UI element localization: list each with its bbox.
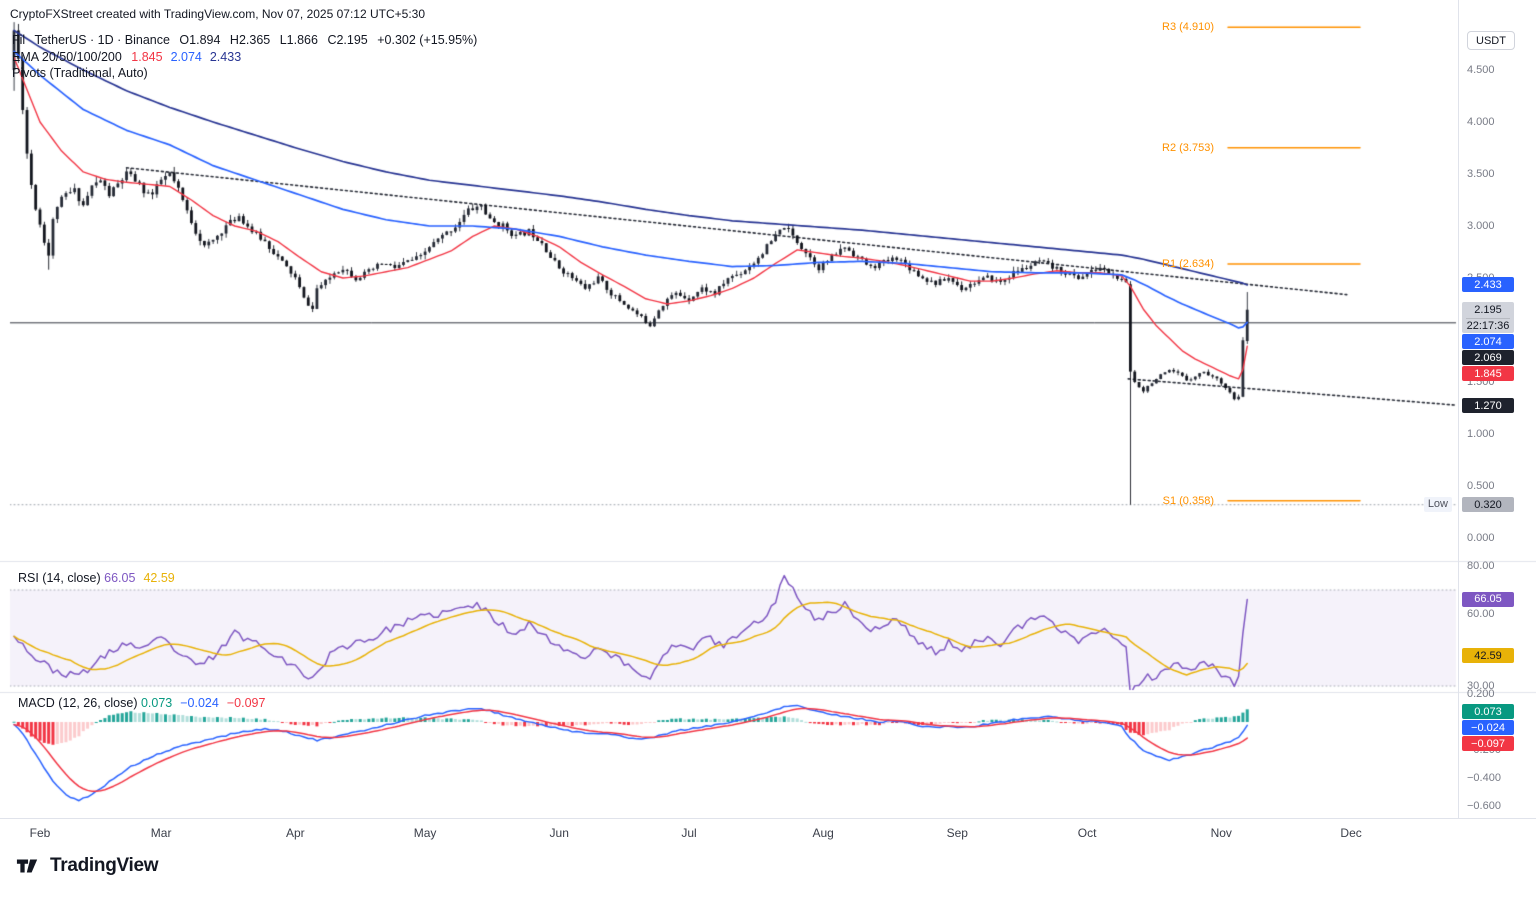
low-label: Low [1423, 496, 1452, 512]
macd-tick: −0.400 [1467, 772, 1501, 784]
price-tick: 3.000 [1467, 220, 1495, 232]
close-value: C2.195 [327, 33, 368, 47]
symbol-name[interactable]: Fil [12, 33, 26, 47]
price-tick: 0.000 [1467, 532, 1495, 544]
macd-tick: −0.600 [1467, 800, 1501, 812]
price-tick: 0.500 [1467, 480, 1495, 492]
month-label: Apr [285, 826, 305, 840]
attribution-text: CryptoFXStreet created with TradingView.… [10, 7, 425, 21]
macd-value: 0.073 [140, 696, 173, 710]
price-badge: 2.074 [1462, 334, 1514, 350]
ema-values: 1.845 2.074 2.433 [131, 50, 249, 64]
tradingview-wordmark: TradingView [50, 855, 159, 876]
tradingview-icon [16, 859, 38, 873]
rsi-badge: 42.59 [1462, 648, 1514, 664]
macd-badge: −0.097 [1462, 736, 1514, 752]
macd-legend: MACD (12, 26, close) 0.073 −0.024 −0.097 [18, 695, 273, 712]
price-axis[interactable]: USDT 4.5004.0003.5003.0002.5001.5001.000… [1458, 0, 1536, 818]
price-tick: 1.000 [1467, 428, 1495, 440]
rsi-legend: RSI (14, close) 66.05 42.59 [18, 570, 183, 587]
symbol-market: TetherUS · 1D · Binance [34, 33, 170, 47]
low-value: L1.866 [279, 33, 318, 47]
ema-value: 2.433 [209, 49, 242, 64]
price-badge: 2.195 22:17:36 [1462, 302, 1514, 334]
month-label: Sep [946, 826, 968, 840]
rsi-badge: 66.05 [1462, 591, 1514, 607]
pivots-legend-row: Pivots (Traditional, Auto) [12, 65, 483, 82]
macd-tick: 0.200 [1467, 688, 1495, 700]
symbol-row: Fil TetherUS · 1D · Binance O1.894 H2.36… [12, 32, 483, 49]
month-label: Feb [29, 826, 51, 840]
ema-value: 2.074 [170, 49, 202, 64]
price-badge: 2.433 [1462, 277, 1514, 293]
price-badge: 0.320 [1462, 497, 1514, 513]
currency-chip[interactable]: USDT [1467, 31, 1515, 50]
rsi-tick: 80.00 [1467, 560, 1495, 572]
price-badge: 1.270 [1462, 398, 1514, 414]
tradingview-logo[interactable]: TradingView [16, 853, 159, 879]
macd-badge: 0.073 [1462, 704, 1514, 720]
macd-value: −0.024 [180, 696, 219, 710]
month-label: Oct [1077, 826, 1097, 840]
month-label: May [413, 826, 437, 840]
price-badge: 1.845 [1462, 366, 1514, 382]
month-label: Mar [150, 826, 172, 840]
rsi-tick: 30.00 [1467, 680, 1495, 692]
pivots-indicator-label[interactable]: Pivots (Traditional, Auto) [12, 66, 148, 80]
month-label: Jul [681, 826, 697, 840]
rsi-value: 66.05 [104, 571, 136, 585]
price-tick: 4.000 [1467, 116, 1495, 128]
ema-value: 1.845 [131, 49, 163, 64]
month-label: Jun [549, 826, 569, 840]
price-badge: 2.069 [1462, 350, 1514, 366]
rsi-indicator-label[interactable]: RSI (14, close) [18, 571, 101, 585]
price-tick: 4.500 [1467, 64, 1495, 76]
change-value: +0.302 (+15.95%) [377, 33, 478, 47]
macd-value: −0.097 [226, 696, 266, 710]
macd-indicator-label[interactable]: MACD (12, 26, close) [18, 696, 138, 710]
time-axis[interactable]: Feb Mar Apr May Jun Jul Aug Sep Oct Nov Dec [0, 818, 1536, 847]
symbol-legend: Fil TetherUS · 1D · Binance O1.894 H2.36… [12, 32, 483, 82]
rsi-value: 42.59 [143, 571, 175, 585]
month-label: Dec [1340, 826, 1362, 840]
rsi-tick: 60.00 [1467, 608, 1495, 620]
open-value: O1.894 [179, 33, 221, 47]
month-label: Nov [1210, 826, 1232, 840]
macd-badge: −0.024 [1462, 720, 1514, 736]
rsi-values: 66.05 42.59 [104, 571, 183, 585]
price-tick: 3.500 [1467, 168, 1495, 180]
ema-legend-row: EMA 20/50/100/200 1.845 2.074 2.433 [12, 49, 483, 66]
macd-values: 0.073 −0.024 −0.097 [141, 696, 273, 710]
high-value: H2.365 [229, 33, 271, 47]
ema-indicator-label[interactable]: EMA 20/50/100/200 [12, 49, 122, 64]
month-label: Aug [812, 826, 834, 840]
